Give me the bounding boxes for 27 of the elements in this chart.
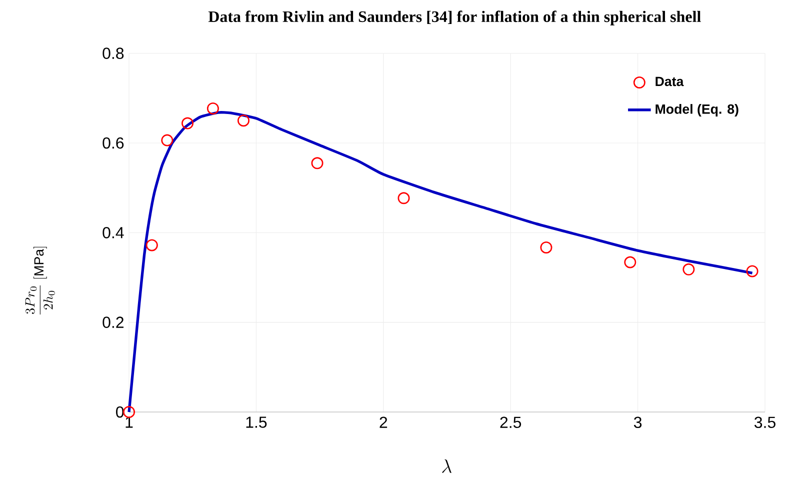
- point: [311, 157, 324, 170]
- point: [624, 256, 636, 268]
- point: [398, 192, 410, 204]
- point: [237, 114, 250, 127]
- x-tick-label: 3.5: [754, 416, 776, 428]
- point: [746, 265, 758, 278]
- x-axis-title: $\lambda$: [442, 459, 452, 473]
- y-tick-label: 0.2: [102, 316, 124, 328]
- y-tick-label: 0.6: [102, 137, 124, 149]
- x-tick-label: 1: [126, 416, 133, 428]
- y-tick-label: 0.8: [102, 48, 124, 59]
- point: [206, 102, 219, 114]
- y-axis-title: $\frac{3Pr_0}{2h_0}\;[\mathrm{MPa}]$: [25, 246, 55, 314]
- x-tick-label: 2: [380, 416, 388, 428]
- x-tick-label: 2.5: [500, 416, 522, 428]
- legend-label: Data: [656, 76, 684, 86]
- point: [540, 241, 552, 254]
- legend-label: Model (Eq. 8): [656, 104, 738, 116]
- y-tick-label: 0.4: [102, 227, 124, 238]
- point: [161, 134, 174, 146]
- x-tick-label: 3: [634, 416, 642, 428]
- y-tick-label: 0: [116, 406, 124, 418]
- x-tick-label: 1.5: [246, 416, 267, 428]
- chart-title: Data from Rivlin and Saunders [34] for inflation of a thin spherical shell: [208, 10, 701, 26]
- point: [146, 239, 158, 252]
- point: [682, 263, 695, 276]
- point: [182, 117, 194, 130]
